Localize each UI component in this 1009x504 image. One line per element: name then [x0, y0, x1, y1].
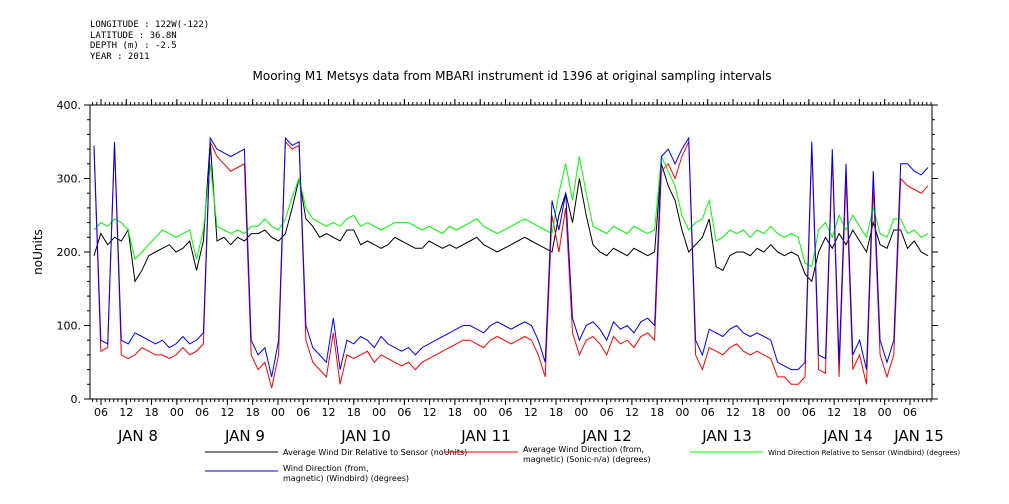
y-axis-label: noUnits	[31, 229, 45, 275]
series-line-1	[93, 140, 929, 389]
legend-label-1: magnetic) (Sonic-n/a) (degrees)	[523, 455, 651, 464]
series-line-0	[93, 141, 929, 283]
axes: 0. 100. 200. 300. 400. 06 12 18 00 06 12 18 00 06 12 18…	[57, 99, 944, 445]
x-hour-label: 00	[170, 406, 184, 419]
legend-label-3: magnetic) (Windbird) (degrees)	[283, 474, 409, 483]
x-hour-label: 06	[397, 406, 411, 419]
longitude-text: LONGITUDE : 122W(-122)	[90, 20, 210, 30]
y-tick-label: 300.	[57, 173, 82, 186]
x-hour-label: 06	[296, 406, 310, 419]
x-hour-label: 00	[675, 406, 689, 419]
series-line-2	[93, 154, 929, 268]
x-day-label: JAN 15	[893, 427, 944, 445]
x-hour-label: 18	[145, 406, 159, 419]
x-day-label: JAN 8	[117, 427, 158, 445]
x-hour-label: 12	[322, 406, 336, 419]
x-hour-label: 12	[625, 406, 639, 419]
x-hour-label: 06	[195, 406, 209, 419]
x-hour-label: 12	[726, 406, 740, 419]
legend-label-1: Average Wind Direction (from,	[523, 445, 644, 454]
x-hour-label: 12	[119, 406, 133, 419]
x-hour-label: 00	[878, 406, 892, 419]
chart-title: Mooring M1 Metsys data from MBARI instru…	[253, 69, 772, 83]
year-text: YEAR : 2011	[90, 51, 150, 62]
x-hour-label: 06	[600, 406, 614, 419]
x-day-label: JAN 9	[224, 427, 265, 445]
depth-text: DEPTH (m) : -2.5	[90, 41, 177, 51]
x-hour-label: 18	[751, 406, 765, 419]
x-hour-label: 00	[473, 406, 487, 419]
x-hour-label: 06	[94, 406, 108, 419]
x-hour-label: 18	[347, 406, 361, 419]
x-hour-label: 00	[574, 406, 588, 419]
legend-label-2: Wind Direction Relative to Sensor (Windb…	[768, 449, 960, 457]
x-hour-label: 12	[220, 406, 234, 419]
plot-lines	[93, 136, 929, 389]
x-day-label: JAN 11	[460, 427, 511, 445]
x-day-label: JAN 14	[822, 427, 873, 445]
y-tick-label: 400.	[57, 99, 82, 112]
x-hour-label: 00	[372, 406, 386, 419]
x-hour-label: 18	[246, 406, 260, 419]
x-hour-label: 00	[271, 406, 285, 419]
x-hour-label: 18	[448, 406, 462, 419]
legend-label-0: Average Wind Dir Relative to Sensor (noU…	[283, 448, 467, 457]
x-day-label: JAN 12	[581, 427, 632, 445]
y-tick-label: 200.	[57, 246, 82, 259]
legend-label-3: Wind Direction (from,	[283, 464, 369, 473]
x-hour-label: 12	[423, 406, 437, 419]
x-hour-label: 18	[650, 406, 664, 419]
x-hour-label: 06	[498, 406, 512, 419]
x-hour-label: 06	[903, 406, 917, 419]
y-tick-label: 0.	[71, 393, 82, 406]
x-hour-label: 06	[701, 406, 715, 419]
metadata-block: LONGITUDE : 122W(-122) LATITUDE : 36.8N …	[90, 20, 209, 62]
legend: Average Wind Dir Relative to Sensor (noU…	[205, 445, 960, 483]
x-day-label: JAN 13	[701, 427, 752, 445]
x-hour-label: 00	[777, 406, 791, 419]
x-hour-label: 06	[802, 406, 816, 419]
x-day-label: JAN 10	[340, 427, 391, 445]
latitude-text: LATITUDE : 36.8N	[90, 30, 177, 41]
series-line-3	[93, 136, 929, 378]
x-hour-label: 12	[524, 406, 538, 419]
x-hour-label: 18	[852, 406, 866, 419]
y-tick-label: 100.	[57, 320, 82, 333]
x-hour-label: 12	[827, 406, 841, 419]
x-hour-label: 18	[549, 406, 563, 419]
